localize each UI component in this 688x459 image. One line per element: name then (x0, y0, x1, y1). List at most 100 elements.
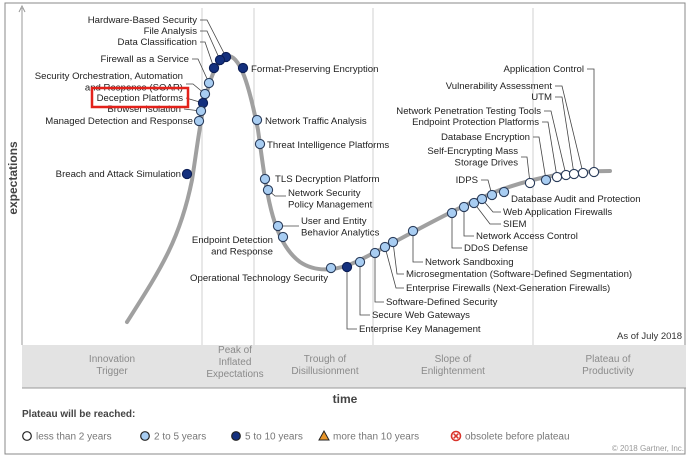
technology-label: Web Application Firewalls (503, 207, 612, 218)
phase-label: Disillusionment (291, 366, 358, 377)
technology-marker-5to10[interactable] (181, 168, 193, 180)
technology-label: DDoS Defense (464, 243, 528, 254)
legend: less than 2 years 2 to 5 years 5 to 10 yea… (22, 429, 570, 443)
technology-marker-5to10[interactable] (214, 54, 226, 66)
technology-label: Vulnerability Assessment (446, 81, 553, 92)
phase-label: Productivity (582, 366, 634, 377)
technology-label: Endpoint Detection (192, 235, 273, 246)
leader-line (555, 85, 584, 174)
technology-marker-lt2[interactable] (588, 166, 600, 178)
technology-label: and Response (211, 246, 273, 257)
technology-marker-lt2[interactable] (568, 168, 580, 180)
technology-marker-2to5[interactable] (195, 105, 207, 117)
technology-marker-2to5[interactable] (272, 220, 284, 232)
phase-dividers (201, 8, 534, 345)
leader-line (186, 83, 206, 95)
legend-label: 5 to 10 years (245, 432, 303, 443)
technology-marker-2to5[interactable] (540, 174, 552, 186)
legend-label: less than 2 years (36, 432, 112, 443)
phase-label: Trough of (304, 354, 347, 365)
leader-line (481, 179, 493, 196)
x-axis-label: time (333, 392, 358, 406)
technology-marker-2to5[interactable] (203, 77, 215, 89)
technology-marker-5to10[interactable] (237, 62, 249, 74)
technology-label: Application Control (503, 64, 584, 75)
technology-marker-2to5[interactable] (446, 207, 458, 219)
leader-line (412, 231, 423, 263)
highlight-box (90, 86, 190, 109)
leader-line (542, 121, 558, 178)
technology-marker-lt2[interactable] (551, 171, 563, 183)
technology-marker-2to5[interactable] (254, 138, 266, 150)
technology-label: UTM (531, 92, 552, 103)
technology-label: Software-Defined Security (386, 297, 498, 308)
technology-marker-2to5[interactable] (193, 115, 205, 127)
technology-label: Data Classification (118, 37, 197, 48)
technology-marker-2to5[interactable] (199, 88, 211, 100)
legend-triangle-icon (318, 429, 330, 441)
technology-marker-2to5[interactable] (486, 189, 498, 201)
technology-label: Database Encryption (441, 132, 530, 143)
technology-marker-2to5[interactable] (379, 241, 391, 253)
technology-marker-2to5[interactable] (251, 114, 263, 126)
technology-label: Endpoint Protection Platforms (412, 117, 539, 128)
technology-label: SIEM (503, 219, 526, 230)
phase-label: Peak of (218, 345, 252, 356)
leader-line (200, 30, 221, 61)
technology-marker-2to5[interactable] (468, 197, 480, 209)
technology-marker-2to5[interactable] (407, 225, 419, 237)
technology-label: Browser Isolation (107, 104, 181, 115)
technology-label: Network Security (288, 188, 361, 199)
technology-marker-2to5[interactable] (369, 247, 381, 259)
technology-label: Threat Intelligence Platforms (267, 140, 389, 151)
leader-line (451, 213, 462, 249)
copyright: © 2018 Gartner, Inc. (612, 444, 684, 453)
technology-marker-2to5[interactable] (277, 231, 289, 243)
legend-marker-2to5 (140, 431, 150, 441)
phase-label: Slope of (435, 354, 472, 365)
technology-label: Network Sandboxing (425, 257, 514, 268)
technology-marker-lt2[interactable] (524, 177, 536, 189)
leader-line (587, 68, 595, 172)
phase-band (22, 345, 686, 388)
technology-label: Managed Detection and Response (45, 116, 193, 127)
technology-marker-2to5[interactable] (259, 173, 271, 185)
leader-line (555, 96, 575, 175)
technology-label: Deception Platforms (97, 93, 184, 104)
leader-line (200, 19, 227, 58)
technology-marker-2to5[interactable] (458, 201, 470, 213)
technology-label: Security Orchestration, Automation (35, 71, 183, 82)
technology-marker-2to5[interactable] (498, 186, 510, 198)
technology-label: Network Traffic Analysis (265, 116, 367, 127)
technology-marker-2to5[interactable] (354, 256, 366, 268)
technology-label: Network Penetration Testing Tools (396, 106, 541, 117)
technology-label: Operational Technology Security (190, 273, 328, 284)
leader-lines (183, 19, 595, 330)
technology-marker-5to10[interactable] (208, 62, 220, 74)
technology-label: File Analysis (144, 26, 198, 37)
technology-marker-lt2[interactable] (577, 167, 589, 179)
leader-line (544, 110, 567, 176)
technology-label: TLS Decryption Platform (275, 174, 380, 185)
technology-marker-2to5[interactable] (325, 262, 337, 274)
technology-marker-5to10[interactable] (341, 261, 353, 273)
leader-line (346, 267, 357, 330)
phase-label: Plateau of (585, 354, 630, 365)
leader-line (481, 198, 501, 213)
technology-label: User and Entity (301, 216, 367, 227)
as-of-date: As of July 2018 (617, 331, 682, 342)
leader-line (359, 262, 370, 316)
leader-line (374, 253, 384, 303)
phase-label: Expectations (206, 369, 263, 380)
technology-marker-2to5[interactable] (476, 193, 488, 205)
legend-label: 2 to 5 years (154, 432, 206, 443)
legend-label: obsolete before plateau (465, 432, 570, 443)
technology-marker-2to5[interactable] (262, 184, 274, 196)
leader-line (521, 156, 531, 184)
technology-marker-2to5[interactable] (387, 236, 399, 248)
leader-line (473, 202, 501, 225)
technology-label: Hardware-Based Security (88, 15, 198, 26)
